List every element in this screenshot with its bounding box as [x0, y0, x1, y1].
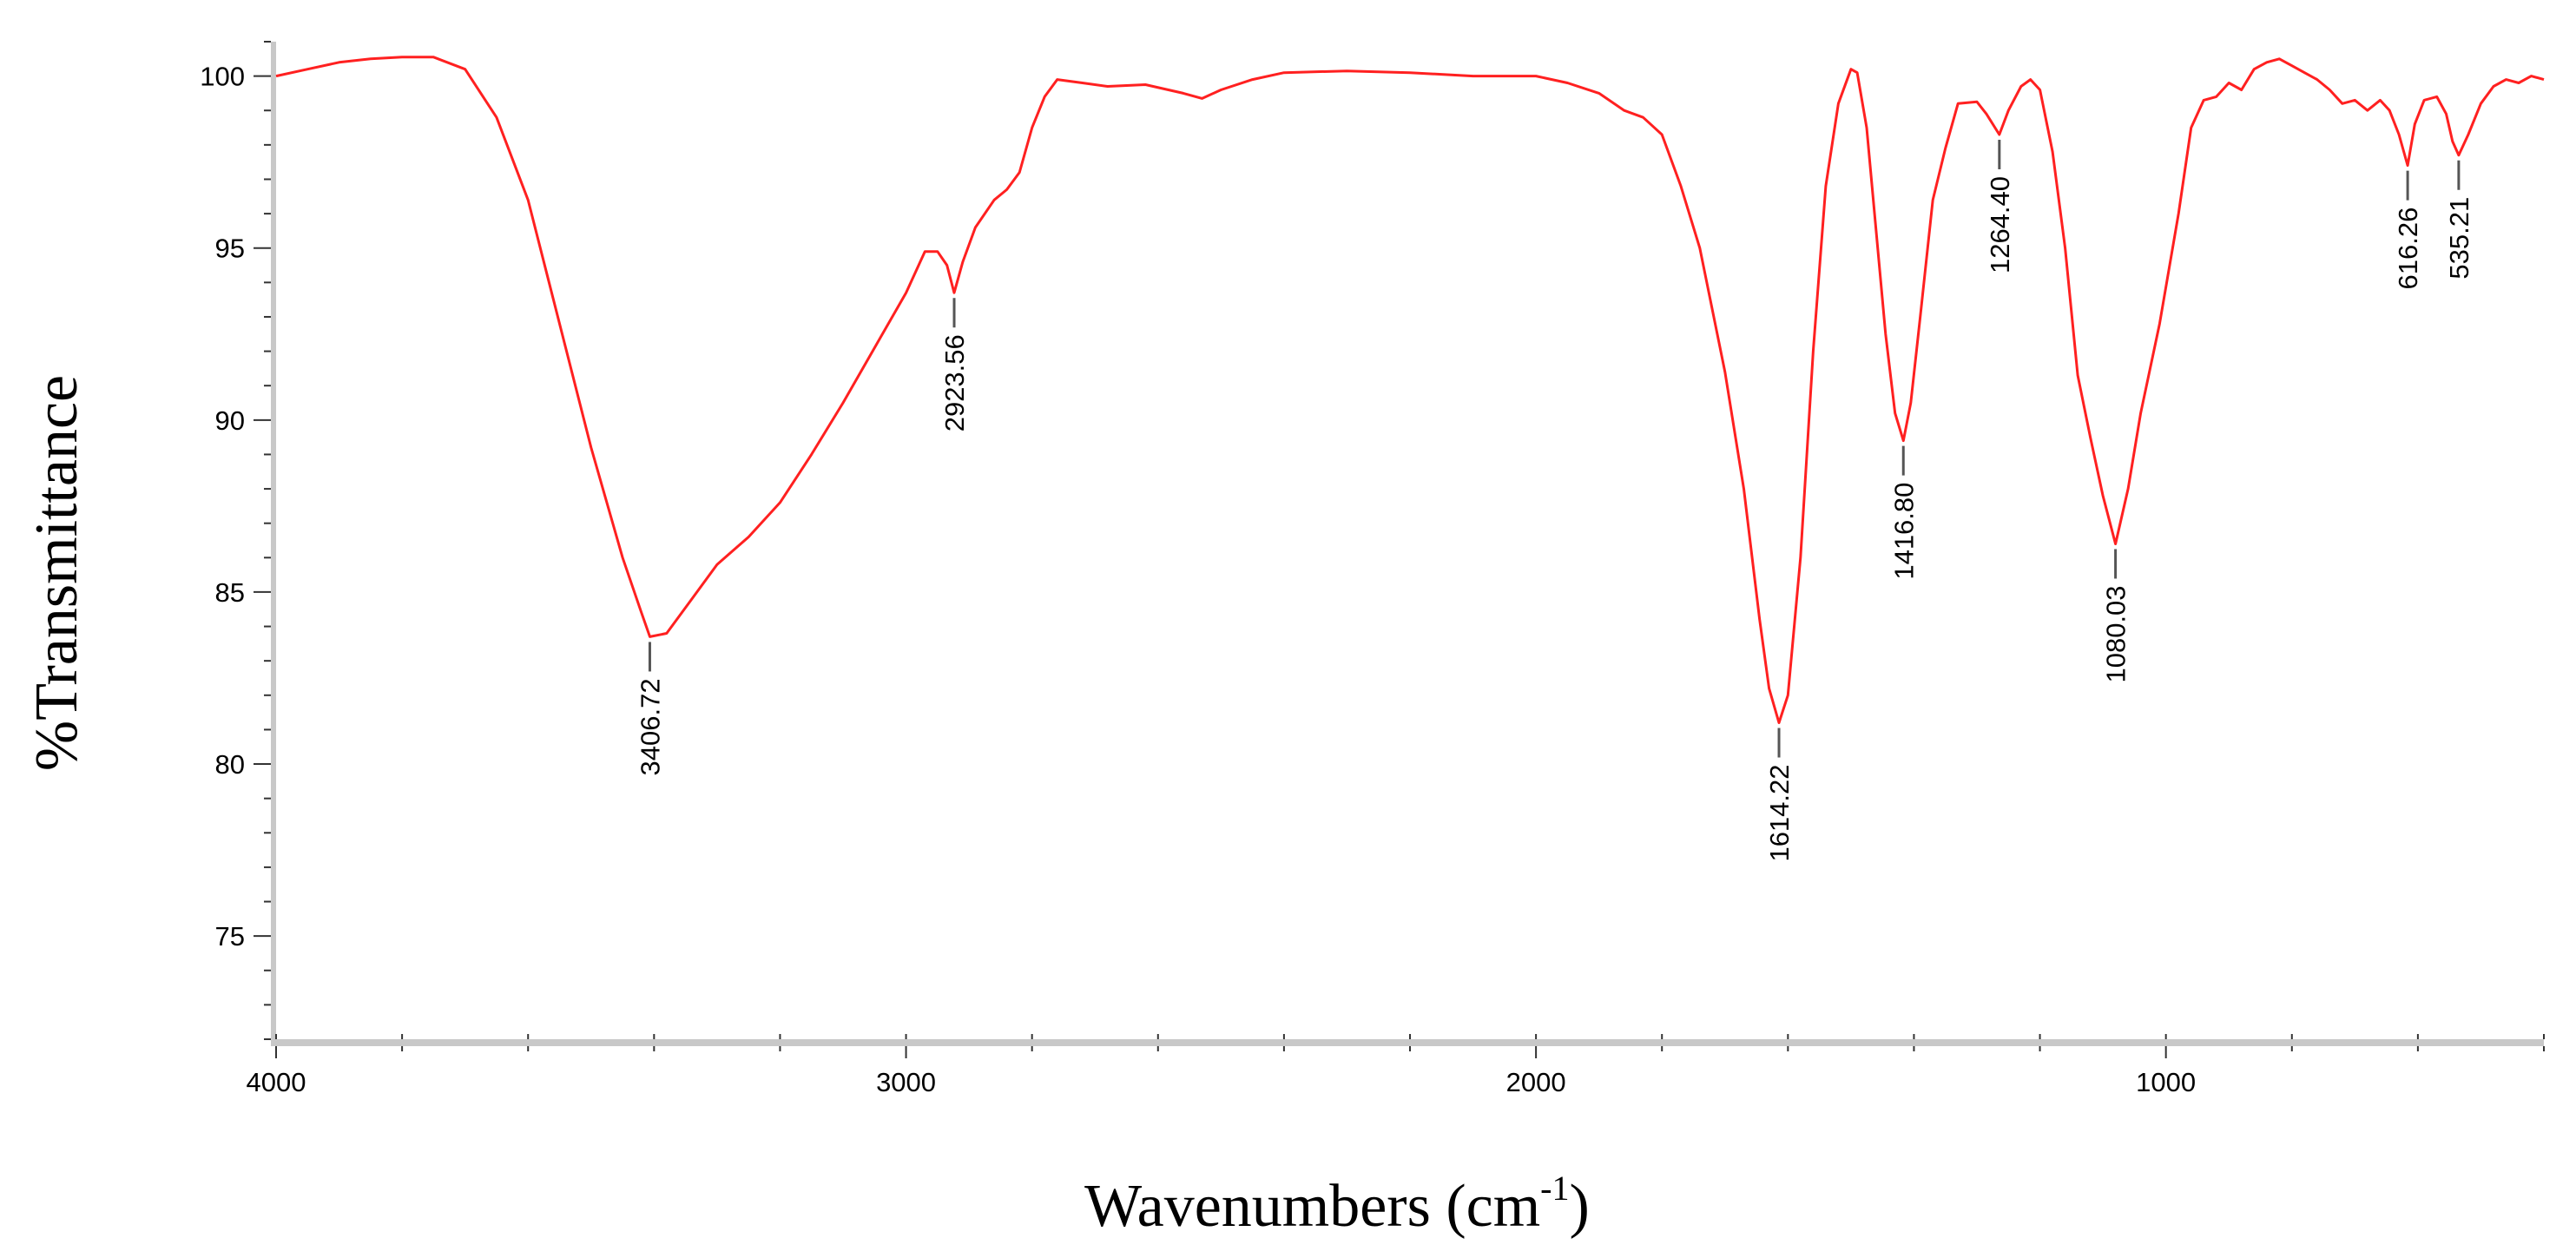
y-axis-line	[271, 42, 276, 1044]
x-tick-label: 3000	[876, 1067, 936, 1097]
axes	[271, 42, 2544, 1046]
y-tick-label: 75	[215, 921, 245, 952]
peak-label: 1614.22	[1764, 764, 1795, 861]
y-tick-label: 90	[215, 405, 245, 436]
y-tick-label: 95	[215, 234, 245, 264]
peak-label: 1080.03	[2101, 585, 2131, 682]
y-axis-title: %Transmittance	[23, 375, 90, 771]
x-tick-label: 4000	[247, 1067, 306, 1097]
peak-label: 1264.40	[1985, 176, 2015, 273]
peak-label: 2923.56	[939, 334, 970, 431]
x-tick-label: 2000	[1506, 1067, 1566, 1097]
y-tick-label: 80	[215, 749, 245, 780]
y-tick-label: 85	[215, 577, 245, 608]
x-axis-title-main: Wavenumbers (cm	[1084, 1173, 1540, 1240]
x-axis-title-superscript: -1	[1540, 1169, 1569, 1208]
y-tick-label: 100	[200, 62, 245, 92]
peak-label: 3406.72	[635, 678, 665, 775]
x-axis-title: Wavenumbers (cm-1)	[1084, 1169, 1590, 1240]
tick-marks: 100 95 90 85 80 75 4000 3000 2000 1000	[200, 41, 2545, 1097]
peak-label: 1416.80	[1888, 483, 1919, 580]
x-tick-label: 1000	[2136, 1067, 2196, 1097]
x-axis-line	[271, 1039, 2544, 1046]
peak-label: 616.26	[2393, 207, 2423, 290]
peak-label: 535.21	[2444, 197, 2474, 280]
x-axis-title-close: )	[1570, 1173, 1590, 1240]
peak-annotations: 3406.72 2923.56 1614.22 1416.80 1264.40 1080.…	[635, 139, 2474, 862]
spectrum-line	[275, 56, 2545, 724]
